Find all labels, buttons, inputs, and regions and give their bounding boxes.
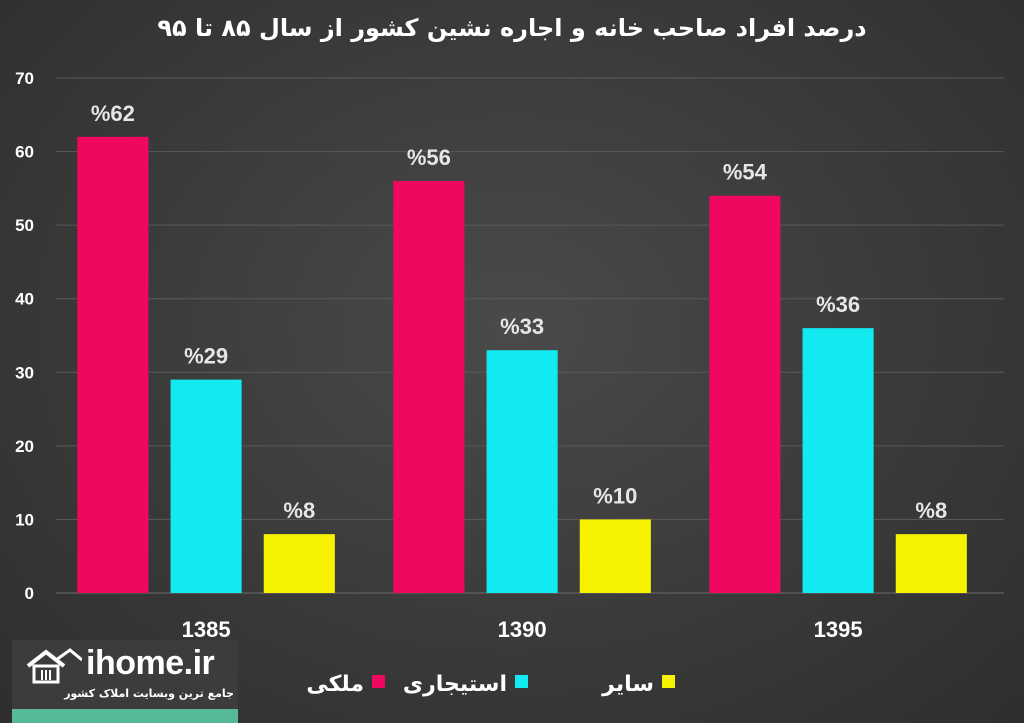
x-tick-label: 1395	[814, 617, 863, 642]
data-labels: %62 %29 %8 %56 %33 %10 %54 %36 %8	[91, 101, 947, 523]
x-tick-label: 1390	[498, 617, 547, 642]
data-label: %8	[283, 498, 315, 523]
bar	[263, 534, 335, 593]
logo-name: ihome.ir	[86, 644, 215, 682]
legend-label: سایر	[601, 672, 654, 697]
legend-swatch	[662, 675, 675, 688]
y-tick-label: 30	[15, 363, 34, 382]
data-label: %62	[91, 101, 135, 126]
y-tick-label: 70	[15, 69, 34, 88]
legend: ملکی استیجاری سایر	[306, 672, 675, 697]
bar	[802, 328, 874, 593]
data-label: %10	[593, 483, 637, 508]
data-label: %33	[500, 314, 544, 339]
chart-title: درصد افراد صاحب خانه و اجاره نشین کشور ا…	[157, 14, 866, 42]
site-logo[interactable]: ihome.ir جامع ترین وبسایت املاک کشور	[12, 640, 238, 723]
bar	[895, 534, 967, 593]
house-icon	[26, 648, 82, 684]
y-tick-label: 10	[15, 510, 34, 529]
y-tick-label: 60	[15, 143, 34, 162]
data-label: %29	[184, 344, 228, 369]
bar	[579, 519, 651, 593]
y-tick-label: 20	[15, 437, 34, 456]
legend-swatch	[515, 675, 528, 688]
x-tick-label: 1385	[182, 617, 231, 642]
bar	[77, 136, 149, 593]
x-axis: 1385 1390 1395	[182, 617, 863, 642]
data-label: %36	[816, 292, 860, 317]
y-tick-label: 0	[25, 584, 34, 603]
legend-label: ملکی	[306, 672, 364, 697]
bar	[486, 350, 558, 593]
logo-accent-strip	[12, 709, 238, 723]
data-label: %56	[407, 145, 451, 170]
y-axis: 0 10 20 30 40 50 60 70	[15, 69, 34, 603]
y-tick-label: 40	[15, 290, 34, 309]
y-tick-label: 50	[15, 216, 34, 235]
logo-tagline: جامع ترین وبسایت املاک کشور	[64, 687, 234, 700]
bar	[170, 379, 242, 593]
legend-label: استیجاری	[403, 672, 507, 697]
legend-swatch	[372, 675, 385, 688]
data-label: %54	[723, 160, 768, 185]
bar	[709, 195, 781, 593]
data-label: %8	[915, 498, 947, 523]
bars	[77, 136, 967, 593]
bar	[393, 181, 465, 593]
